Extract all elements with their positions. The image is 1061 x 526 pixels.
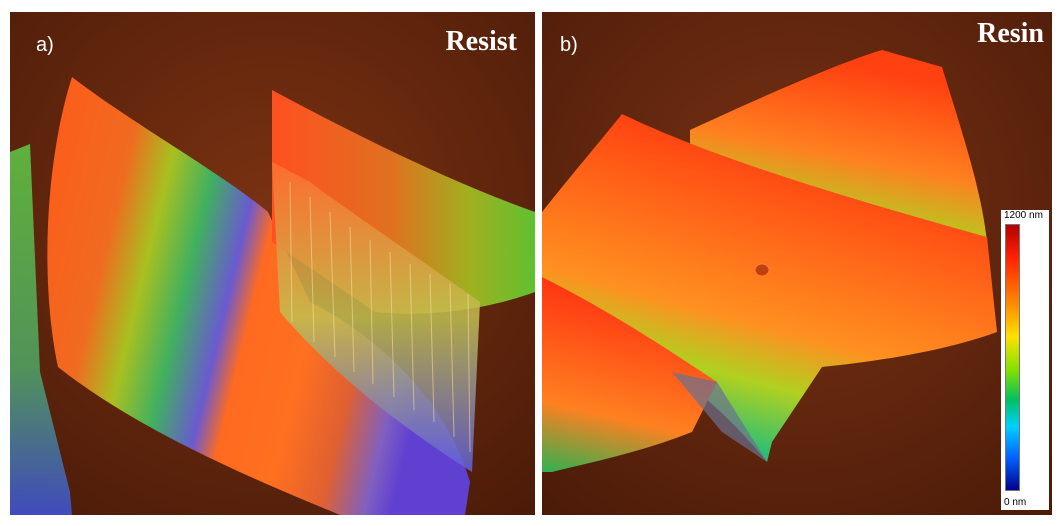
panel-b-label: b) [560, 34, 578, 56]
height-colorbar: 1200 nm 0 nm [1001, 210, 1049, 510]
panel-b-title: Resin [977, 18, 1044, 49]
colorbar-min-label: 0 nm [1004, 497, 1027, 508]
colorbar-gradient [1005, 224, 1020, 491]
resist-panel: a) Resist [10, 12, 535, 515]
resist-surface-image [10, 12, 535, 515]
panel-a-label: a) [36, 34, 54, 56]
panel-a-title: Resist [445, 26, 517, 57]
colorbar-max-label: 1200 nm [1004, 210, 1043, 221]
resin-panel: b) Resin 1200 nm 0 nm [542, 12, 1052, 515]
resin-surface-image [542, 12, 1052, 515]
